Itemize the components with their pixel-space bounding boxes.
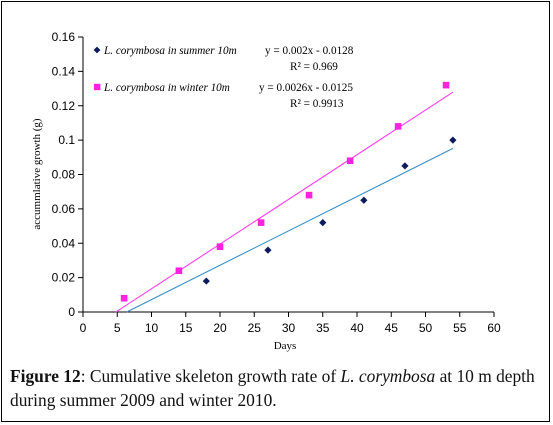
trendline-summer: [126, 147, 454, 313]
caption-label: Figure 12: [10, 366, 81, 386]
data-point-summer: [319, 219, 327, 227]
trend-equation-summer: y = 0.002x - 0.0128: [265, 45, 354, 57]
x-tick-label: 20: [213, 321, 227, 335]
data-point-winter: [120, 294, 128, 302]
x-axis-title: Days: [274, 340, 297, 352]
caption-species: L. corymbosa: [340, 366, 436, 386]
legend-marker-winter: [94, 83, 101, 91]
x-tick-label: 45: [385, 321, 399, 335]
y-tick-label: 0.1: [58, 133, 75, 147]
x-tick-label: 15: [179, 321, 193, 335]
y-tick-label: 0.08: [52, 168, 76, 182]
x-tick-label: 55: [453, 321, 467, 335]
data-point-winter: [346, 157, 354, 165]
data-point-winter: [394, 123, 402, 130]
data-point-winter: [216, 243, 224, 250]
x-tick-label: 35: [316, 321, 330, 335]
x-tick-label: 10: [145, 321, 159, 335]
data-point-winter: [442, 81, 450, 89]
legend-marker-summer: [93, 46, 101, 54]
y-tick-label: 0.16: [52, 30, 76, 44]
y-tick-label: 0.06: [52, 202, 76, 216]
caption-text-1: : Cumulative skeleton growth rate of: [80, 366, 341, 386]
data-point-winter: [305, 191, 313, 199]
data-point-summer: [202, 277, 210, 285]
data-point-summer: [449, 136, 457, 144]
x-tick-label: 40: [350, 321, 364, 335]
x-tick-label: 0: [80, 321, 87, 335]
r-squared-winter: R² = 0.9913: [290, 98, 344, 110]
x-tick-label: 5: [114, 321, 121, 335]
r-squared-summer: R² = 0.969: [290, 61, 338, 73]
data-point-summer: [401, 162, 409, 170]
x-tick-label: 25: [248, 321, 262, 335]
chart: 0 0.02 0.04 0.06 0.08 0.1 0.12 0.14 0.16 0 5 10 15 20…: [31, 30, 501, 352]
caption-text-2: at 10 m depth during summer 2009 and win…: [10, 366, 535, 410]
figure-caption: Figure 12: Cumulative skeleton growth ra…: [10, 364, 545, 412]
trend-equation-winter: y = 0.0026x - 0.0125: [259, 82, 353, 94]
y-tick-label: 0.02: [52, 271, 76, 285]
legend-label-summer: L. corymbosa in summer 10m: [103, 45, 237, 57]
x-tick-label: 60: [487, 321, 501, 335]
data-point-winter: [257, 219, 265, 226]
y-tick-label: 0.14: [52, 64, 76, 78]
y-tick-label: 0: [68, 305, 75, 319]
y-axis-title: accummlative growth (g): [31, 118, 43, 230]
y-tick-label: 0.04: [52, 236, 76, 250]
x-tick-label: 30: [282, 321, 296, 335]
data-point-summer: [264, 246, 272, 254]
x-tick-label: 50: [419, 321, 433, 335]
y-tick-label: 0.12: [52, 99, 76, 113]
legend-label-winter: L. corymbosa in winter 10m: [103, 82, 230, 94]
trendline-winter: [115, 91, 454, 313]
data-point-winter: [175, 267, 183, 275]
data-point-summer: [360, 196, 368, 204]
